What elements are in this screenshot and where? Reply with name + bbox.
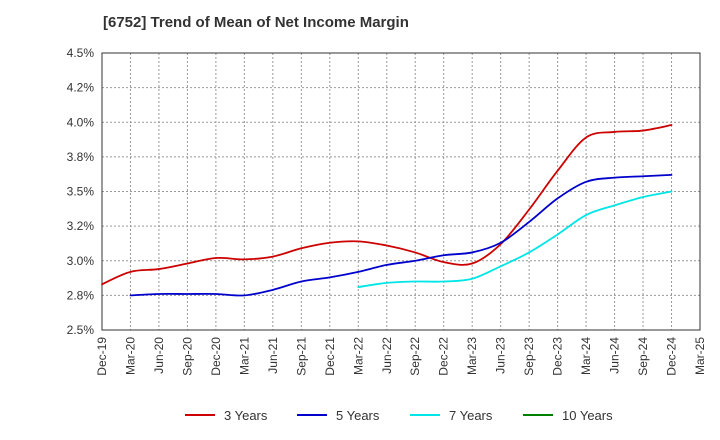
grid xyxy=(101,52,701,331)
x-tick-label: Mar-22 xyxy=(351,337,365,375)
x-tick-label: Jun-23 xyxy=(494,337,508,374)
y-tick-label: 3.5% xyxy=(67,185,95,199)
x-tick-label: Mar-20 xyxy=(123,337,137,375)
plot-area xyxy=(102,53,700,330)
x-tick-label: Mar-24 xyxy=(579,337,593,375)
x-tick-label: Dec-21 xyxy=(323,337,337,376)
y-tick-label: 4.0% xyxy=(67,115,95,129)
x-tick-label: Jun-21 xyxy=(266,337,280,374)
y-tick-label: 2.8% xyxy=(67,288,95,302)
x-tick-label: Jun-22 xyxy=(380,337,394,374)
x-tick-label: Sep-21 xyxy=(294,337,308,376)
x-tick-label: Dec-23 xyxy=(551,337,565,376)
y-tick-label: 3.0% xyxy=(67,254,95,268)
series-line-3 xyxy=(357,190,673,288)
x-tick-label: Sep-23 xyxy=(522,337,536,376)
axes: 2.5% 2.8% 3.0% 3.2% 3.5% 3.8% 4.0% 4.2% 4.5% Dec-… xyxy=(67,46,707,376)
y-tick-label: 3.2% xyxy=(67,219,95,233)
x-tick-label: Dec-24 xyxy=(665,337,679,376)
y-tick-label: 4.5% xyxy=(67,46,95,60)
x-tick-label: Dec-20 xyxy=(209,337,223,376)
legend-label: 7 Years xyxy=(449,408,493,423)
x-tick-label: Jun-20 xyxy=(152,337,166,374)
series-line-2 xyxy=(129,173,673,297)
legend-label: 3 Years xyxy=(224,408,268,423)
series-line-1 xyxy=(101,124,673,286)
x-tick-label: Mar-25 xyxy=(693,337,707,375)
x-tick-label: Dec-19 xyxy=(95,337,109,376)
legend: 3 Years 5 Years 7 Years 10 Years xyxy=(185,408,613,423)
chart-title: [6752] Trend of Mean of Net Income Margi… xyxy=(103,14,409,31)
legend-label: 5 Years xyxy=(336,408,380,423)
x-tick-label: Dec-22 xyxy=(437,337,451,376)
y-tick-label: 4.2% xyxy=(67,81,95,95)
x-tick-label: Jun-24 xyxy=(608,337,622,374)
x-tick-label: Mar-23 xyxy=(465,337,479,375)
series-lines xyxy=(101,124,673,297)
y-tick-label: 3.8% xyxy=(67,150,95,164)
x-tick-label: Sep-24 xyxy=(636,337,650,376)
plot-border xyxy=(101,52,701,331)
legend-label: 10 Years xyxy=(562,408,613,423)
y-tick-label: 2.5% xyxy=(67,323,95,337)
x-tick-label: Sep-22 xyxy=(408,337,422,376)
x-tick-label: Mar-21 xyxy=(237,337,251,375)
x-tick-label: Sep-20 xyxy=(180,337,194,376)
